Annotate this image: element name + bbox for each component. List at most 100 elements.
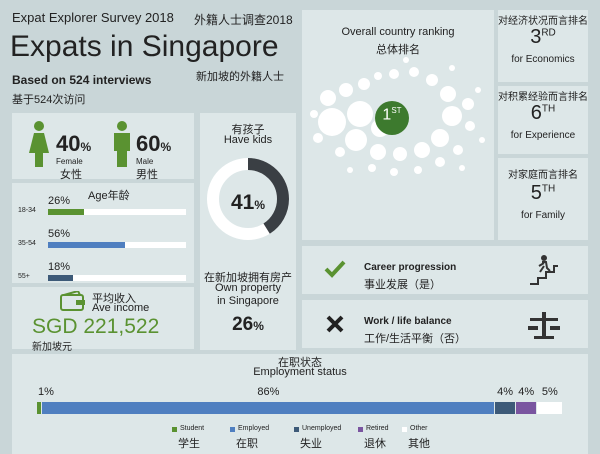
economics-label-en: for Economics <box>511 54 575 65</box>
age-group-bar-track <box>48 209 186 215</box>
employment-title-cn: 在职状态 <box>278 357 322 369</box>
male-label-cn: 男性 <box>136 169 158 181</box>
kids-label-en: Have kids <box>223 134 273 146</box>
interviews-cn: 基于524次访问 <box>12 94 86 106</box>
employment-bar-segment <box>494 402 516 414</box>
page-title-cn: 新加坡的外籍人士 <box>196 71 284 83</box>
experience-label-en: for Experience <box>510 130 576 141</box>
legend-swatch <box>230 427 235 432</box>
employment-segment-value: 4% <box>497 386 514 398</box>
kids-label-cn: 有孩子 <box>231 124 265 136</box>
kids-donut-chart <box>207 158 289 240</box>
age-group-bar <box>48 209 84 215</box>
legend-label-en: Retired <box>366 425 389 432</box>
male-percent-sign: % <box>160 140 172 154</box>
survey-title-en: Expat Explorer Survey 2018 <box>12 10 174 25</box>
age-group-value: 56% <box>48 228 71 240</box>
legend-label-cn: 在职 <box>236 438 258 450</box>
experience-panel: 对积累经验而言排名 6TH for Experience <box>498 86 588 154</box>
economics-rank-suffix: RD <box>541 27 556 39</box>
employment-bar-segment <box>515 402 537 414</box>
kids-percent-sign: % <box>254 198 266 212</box>
ranking-panel: Overall country ranking 总体排名 1ST <box>302 10 494 240</box>
balance-panel: Work / life balance 工作/生活平衡（否） <box>302 300 588 348</box>
page-title: Expats in Singapore <box>10 30 279 63</box>
family-rank: 5 <box>530 182 542 204</box>
property-label-en-2: in Singapore <box>217 295 279 307</box>
male-percent: 60 <box>136 131 161 156</box>
legend-label-en: Employed <box>238 425 270 432</box>
employment-bar-segment <box>37 402 43 414</box>
wallet-icon <box>60 291 85 311</box>
employment-segment-value: 86% <box>257 386 280 398</box>
employment-bar <box>37 402 563 414</box>
legend-swatch <box>358 427 363 432</box>
age-group-bar-track <box>48 275 186 281</box>
property-label-en-1: Own property <box>214 282 282 294</box>
legend-label-en: Unemployed <box>302 425 342 432</box>
female-icon <box>29 121 49 167</box>
female-percent: 40 <box>56 131 81 156</box>
male-label-en: Male <box>136 157 154 166</box>
employment-bar-segment <box>42 402 495 414</box>
balance-label-cn: 工作/生活平衡（否） <box>364 333 467 345</box>
legend-label-en: Other <box>410 425 428 432</box>
property-panel: 在新加坡拥有房产 Own property in Singapore 26% <box>200 266 296 350</box>
interviews-en: Based on 524 interviews <box>12 73 152 87</box>
property-percent: 26 <box>232 314 254 335</box>
legend-label-cn: 失业 <box>300 438 322 450</box>
gender-panel: 40% Female 女性 60% Male 男性 <box>12 113 194 181</box>
property-percent-sign: % <box>253 319 264 333</box>
ranking-bubbles <box>310 57 485 176</box>
header-panel: Expat Explorer Survey 2018 外籍人士调查2018 Ex… <box>0 0 297 108</box>
legend-swatch <box>402 427 407 432</box>
check-icon <box>324 260 346 278</box>
age-group-bar <box>48 275 73 281</box>
legend-label-cn: 其他 <box>408 438 430 450</box>
cross-icon <box>326 315 344 333</box>
female-label-cn: 女性 <box>60 169 82 181</box>
survey-title-cn: 外籍人士调查2018 <box>194 13 293 27</box>
male-icon <box>114 121 130 167</box>
legend-swatch <box>172 427 177 432</box>
stairs-icon <box>530 255 558 285</box>
experience-rank-suffix: TH <box>541 103 556 115</box>
ranking-title-cn: 总体排名 <box>376 44 420 56</box>
age-group-label: 18-34 <box>18 207 36 214</box>
income-label-cn: 平均收入 <box>92 293 136 305</box>
ranking-title-en: Overall country ranking <box>341 26 455 38</box>
kids-percent: 41 <box>230 191 255 214</box>
economics-panel: 对经济状况而言排名 3RD for Economics <box>498 10 588 82</box>
age-group-label: 35-54 <box>18 240 36 247</box>
employment-segment-value: 1% <box>38 386 54 398</box>
employment-panel: 在职状态 Employment status 1% 86% 4% 4% 5% Stude… <box>12 354 588 454</box>
overall-rank-suffix: ST <box>391 106 402 115</box>
employment-segment-value: 5% <box>541 386 558 398</box>
age-panel: Age年龄 26% 18-34 56% 35-54 18% 55+ <box>12 183 194 283</box>
legend-swatch <box>294 427 299 432</box>
employment-title-en: Employment status <box>253 366 347 378</box>
family-panel: 对家庭而言排名 5TH for Family <box>498 158 588 240</box>
property-label-cn: 在新加坡拥有房产 <box>204 272 292 284</box>
legend-label-cn: 学生 <box>178 438 200 450</box>
kids-donut-arc <box>207 158 289 240</box>
income-value: SGD 221,522 <box>32 315 160 338</box>
employment-segment-value: 4% <box>518 386 535 398</box>
age-group-label: 55+ <box>18 273 30 280</box>
kids-panel: 有孩子 Have kids 41% <box>200 113 296 267</box>
career-panel: Career progression 事业发展（是） <box>302 246 588 294</box>
age-group-value: 26% <box>48 195 71 207</box>
employment-bar-segment <box>536 402 563 414</box>
balance-label-en: Work / life balance <box>364 316 452 327</box>
legend-label-en: Student <box>180 425 205 432</box>
age-title: Age年龄 <box>88 190 130 202</box>
career-label-en: Career progression <box>364 262 457 273</box>
scale-icon <box>528 312 560 339</box>
age-group-value: 18% <box>48 261 71 273</box>
family-rank-suffix: TH <box>541 183 556 195</box>
family-label-cn: 对家庭而言排名 <box>508 170 578 181</box>
economics-rank: 3 <box>530 26 542 48</box>
legend-label-cn: 退休 <box>364 438 386 450</box>
income-currency-cn: 新加坡元 <box>32 342 72 353</box>
female-percent-sign: % <box>80 140 92 154</box>
